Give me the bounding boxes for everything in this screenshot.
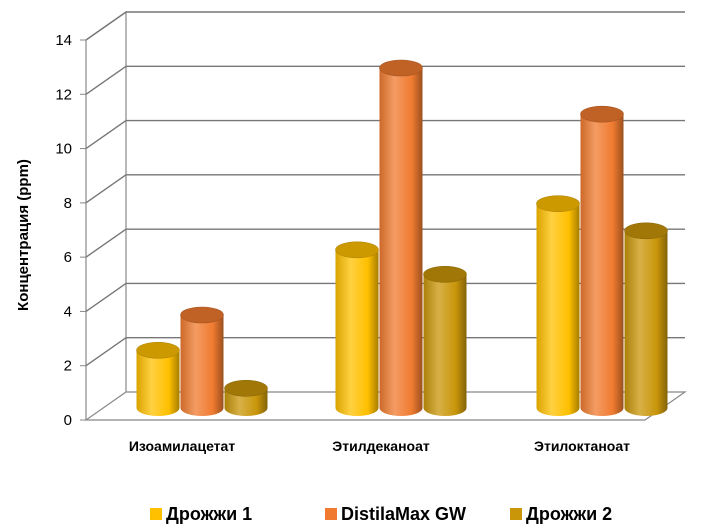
bar — [423, 265, 467, 416]
y-tick-label: 2 — [64, 358, 72, 375]
gridline — [85, 65, 685, 95]
y-tick-label: 12 — [55, 86, 72, 103]
y-tick-label: 8 — [64, 195, 72, 212]
gridline — [85, 282, 685, 313]
legend-label: Дрожжи 1 — [166, 504, 252, 524]
bar — [335, 241, 379, 416]
gridlines — [85, 11, 685, 367]
bar — [580, 105, 624, 417]
gridline — [85, 11, 685, 41]
bar — [624, 222, 668, 416]
y-axis-ticks: 0 2 4 6 8 10 12 14 — [55, 32, 86, 429]
y-axis-label: Концентрация (ppm) — [15, 159, 32, 311]
legend-label: Дрожжи 2 — [526, 504, 612, 524]
legend-entry: Дрожжи 2 — [510, 504, 612, 524]
y-tick-label: 4 — [64, 303, 72, 320]
legend-entry: DistilaMax GW — [325, 504, 466, 524]
category-label: Этилоктаноат — [534, 438, 630, 454]
gridline — [85, 174, 685, 204]
bar — [180, 306, 224, 416]
legend-swatch — [325, 508, 337, 520]
bar — [136, 341, 180, 416]
category-labels: Изоамилацетат Этилдеканоат Этилоктаноат — [129, 438, 630, 454]
legend-entry: Дрожжи 1 — [150, 504, 252, 524]
legend-swatch — [510, 508, 522, 520]
y-tick-label: 6 — [64, 249, 72, 266]
bar — [224, 379, 268, 416]
gridline — [85, 337, 685, 367]
category-label: Изоамилацетат — [129, 438, 236, 454]
category-label: Этилдеканоат — [332, 438, 430, 454]
legend: Дрожжи 1 DistilaMax GW Дрожжи 2 — [150, 504, 612, 524]
legend-label: DistilaMax GW — [341, 504, 466, 524]
bar — [536, 195, 580, 416]
y-tick-label: 0 — [64, 412, 72, 429]
gridline — [85, 119, 685, 150]
bars — [136, 59, 668, 417]
y-tick-label: 10 — [55, 141, 72, 158]
bar — [379, 59, 423, 416]
gridline — [85, 228, 685, 258]
legend-swatch — [150, 508, 162, 520]
y-tick-label: 14 — [55, 32, 72, 49]
